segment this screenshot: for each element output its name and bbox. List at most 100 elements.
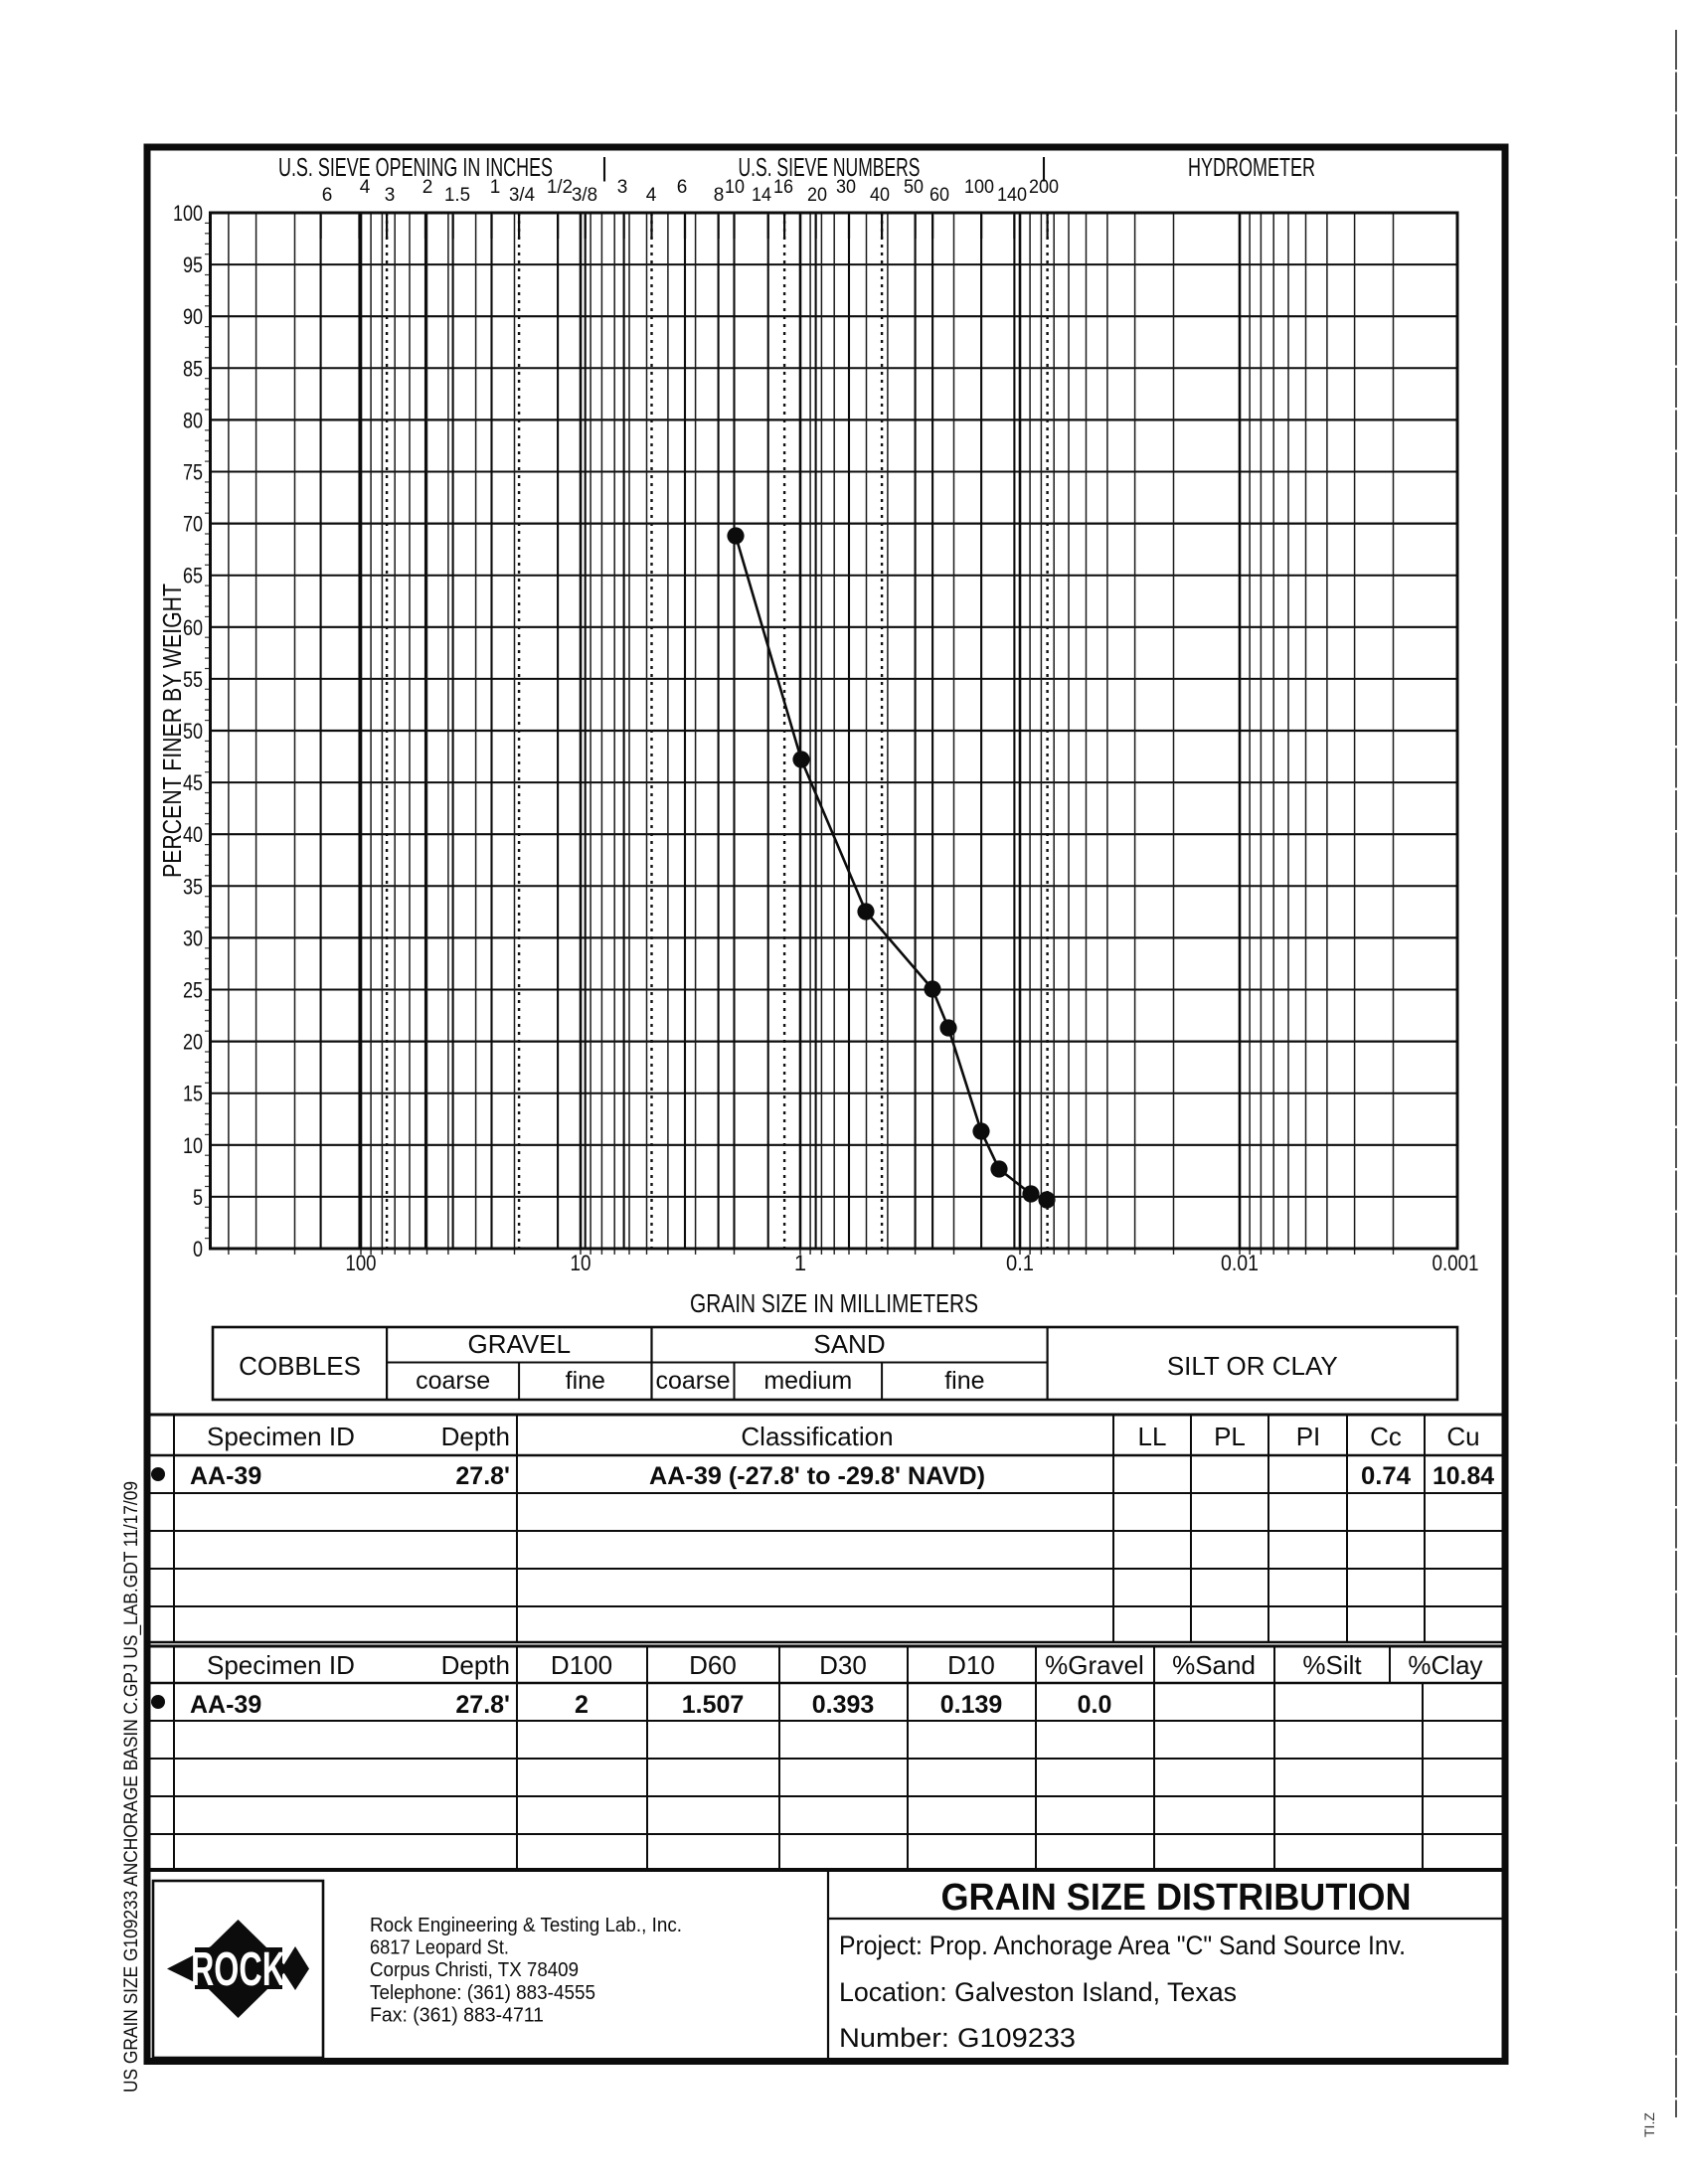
svg-text:LL: LL xyxy=(1138,1422,1167,1451)
svg-text:Location: Galveston Island, T: Location: Galveston Island, Texas xyxy=(839,1977,1237,2007)
svg-text:30: 30 xyxy=(183,925,203,950)
svg-text:%Silt: %Silt xyxy=(1302,1650,1362,1680)
svg-text:Classification: Classification xyxy=(741,1422,893,1451)
svg-text:2: 2 xyxy=(575,1691,589,1719)
svg-text:Specimen ID: Specimen ID xyxy=(207,1650,355,1680)
svg-text:50: 50 xyxy=(904,177,924,198)
svg-text:16: 16 xyxy=(773,177,793,198)
svg-text:6: 6 xyxy=(322,185,333,206)
svg-text:medium: medium xyxy=(763,1367,852,1395)
svg-text:4: 4 xyxy=(360,177,371,198)
svg-text:15: 15 xyxy=(183,1082,203,1106)
svg-text:0.01: 0.01 xyxy=(1221,1251,1259,1275)
svg-text:Cu: Cu xyxy=(1446,1422,1479,1451)
svg-text:D30: D30 xyxy=(819,1650,867,1680)
svg-text:20: 20 xyxy=(807,185,827,206)
svg-text:0.139: 0.139 xyxy=(940,1691,1003,1719)
svg-text:25: 25 xyxy=(183,978,203,1003)
svg-text:D100: D100 xyxy=(551,1650,612,1680)
svg-text:100: 100 xyxy=(173,201,203,226)
svg-text:%Sand: %Sand xyxy=(1172,1650,1256,1680)
svg-text:SILT OR CLAY: SILT OR CLAY xyxy=(1167,1351,1338,1381)
svg-text:Specimen ID: Specimen ID xyxy=(207,1422,355,1451)
svg-text:100: 100 xyxy=(346,1251,377,1275)
svg-text:GRAIN SIZE IN MILLIMETERS: GRAIN SIZE IN MILLIMETERS xyxy=(690,1288,978,1318)
svg-text:Cc: Cc xyxy=(1370,1422,1402,1451)
svg-text:60: 60 xyxy=(929,185,949,206)
svg-text:Project: Prop. Anchorage Area: Project: Prop. Anchorage Area "C" Sand S… xyxy=(839,1931,1406,1960)
svg-text:%Gravel: %Gravel xyxy=(1045,1650,1144,1680)
svg-text:U.S. SIEVE NUMBERS: U.S. SIEVE NUMBERS xyxy=(739,152,921,182)
svg-text:8: 8 xyxy=(714,185,725,206)
svg-text:ROCK: ROCK xyxy=(191,1943,285,1996)
svg-text:35: 35 xyxy=(183,874,203,899)
svg-text:10: 10 xyxy=(183,1133,203,1158)
svg-text:80: 80 xyxy=(183,408,203,432)
svg-text:HYDROMETER: HYDROMETER xyxy=(1188,152,1315,182)
svg-text:10.84: 10.84 xyxy=(1433,1462,1494,1490)
svg-text:Depth: Depth xyxy=(441,1650,510,1680)
svg-text:5: 5 xyxy=(193,1185,203,1210)
svg-text:AA-39: AA-39 xyxy=(190,1462,261,1490)
svg-text:65: 65 xyxy=(183,564,203,588)
svg-text:27.8': 27.8' xyxy=(455,1462,510,1490)
svg-text:2: 2 xyxy=(422,177,433,198)
svg-text:10: 10 xyxy=(725,177,745,198)
svg-text:85: 85 xyxy=(183,356,203,381)
svg-text:|: | xyxy=(1041,152,1048,182)
svg-text:PL: PL xyxy=(1214,1422,1246,1451)
svg-text:Number: G109233: Number: G109233 xyxy=(839,2023,1076,2053)
svg-text:1: 1 xyxy=(794,1251,806,1275)
svg-text:|: | xyxy=(601,152,608,182)
svg-text:COBBLES: COBBLES xyxy=(239,1351,361,1381)
svg-text:GRAIN SIZE DISTRIBUTION: GRAIN SIZE DISTRIBUTION xyxy=(941,1877,1412,1919)
svg-text:6817 Leopard St.: 6817 Leopard St. xyxy=(370,1937,509,1959)
svg-text:70: 70 xyxy=(183,512,203,537)
svg-text:30: 30 xyxy=(836,177,856,198)
svg-text:0.1: 0.1 xyxy=(1006,1251,1034,1275)
svg-text:US GRAIN SIZE G109233 ANCHO: US GRAIN SIZE G109233 ANCHORAGE BASIN C.… xyxy=(121,1481,142,2093)
svg-text:Depth: Depth xyxy=(441,1422,510,1451)
svg-text:%Clay: %Clay xyxy=(1408,1650,1482,1680)
svg-text:Rock Engineering & Testing Lab: Rock Engineering & Testing Lab., Inc. xyxy=(370,1915,682,1936)
svg-text:40: 40 xyxy=(183,822,203,847)
svg-text:fine: fine xyxy=(566,1367,605,1395)
svg-text:140: 140 xyxy=(997,185,1027,206)
svg-text:3: 3 xyxy=(617,177,628,198)
svg-text:10: 10 xyxy=(571,1251,591,1275)
svg-text:PERCENT FINER BY WEIGHT: PERCENT FINER BY WEIGHT xyxy=(157,584,187,878)
svg-text:60: 60 xyxy=(183,615,203,640)
svg-text:0: 0 xyxy=(193,1237,203,1261)
svg-text:GRAVEL: GRAVEL xyxy=(468,1329,572,1359)
svg-text:27.8': 27.8' xyxy=(455,1691,510,1719)
svg-text:20: 20 xyxy=(183,1030,203,1055)
svg-text:D10: D10 xyxy=(947,1650,995,1680)
svg-text:AA-39 (-27.8' to -29.8' NAVD): AA-39 (-27.8' to -29.8' NAVD) xyxy=(649,1462,985,1490)
svg-text:14: 14 xyxy=(752,185,771,206)
svg-text:40: 40 xyxy=(870,185,890,206)
svg-text:Telephone: (361) 883-4555: Telephone: (361) 883-4555 xyxy=(370,1982,595,2004)
svg-text:1.507: 1.507 xyxy=(682,1691,745,1719)
svg-text:SAND: SAND xyxy=(813,1329,885,1359)
svg-text:3: 3 xyxy=(385,185,396,206)
svg-text:0.0: 0.0 xyxy=(1078,1691,1112,1719)
svg-text:0.001: 0.001 xyxy=(1433,1251,1479,1275)
svg-text:1/2: 1/2 xyxy=(547,177,573,198)
svg-text:PI: PI xyxy=(1296,1422,1321,1451)
svg-text:50: 50 xyxy=(183,719,203,744)
svg-text:1: 1 xyxy=(490,177,501,198)
svg-text:AA-39: AA-39 xyxy=(190,1691,261,1719)
svg-text:3/4: 3/4 xyxy=(509,185,535,206)
svg-text:3/8: 3/8 xyxy=(572,185,597,206)
svg-text:55: 55 xyxy=(183,667,203,692)
svg-text:45: 45 xyxy=(183,770,203,795)
svg-text:200: 200 xyxy=(1029,177,1059,198)
svg-text:D60: D60 xyxy=(689,1650,737,1680)
svg-text:6: 6 xyxy=(677,177,688,198)
svg-text:100: 100 xyxy=(964,177,994,198)
svg-text:coarse: coarse xyxy=(416,1367,490,1395)
svg-text:75: 75 xyxy=(183,460,203,485)
svg-text:0.74: 0.74 xyxy=(1361,1462,1411,1490)
svg-text:4: 4 xyxy=(646,185,657,206)
svg-text:coarse: coarse xyxy=(655,1367,730,1395)
